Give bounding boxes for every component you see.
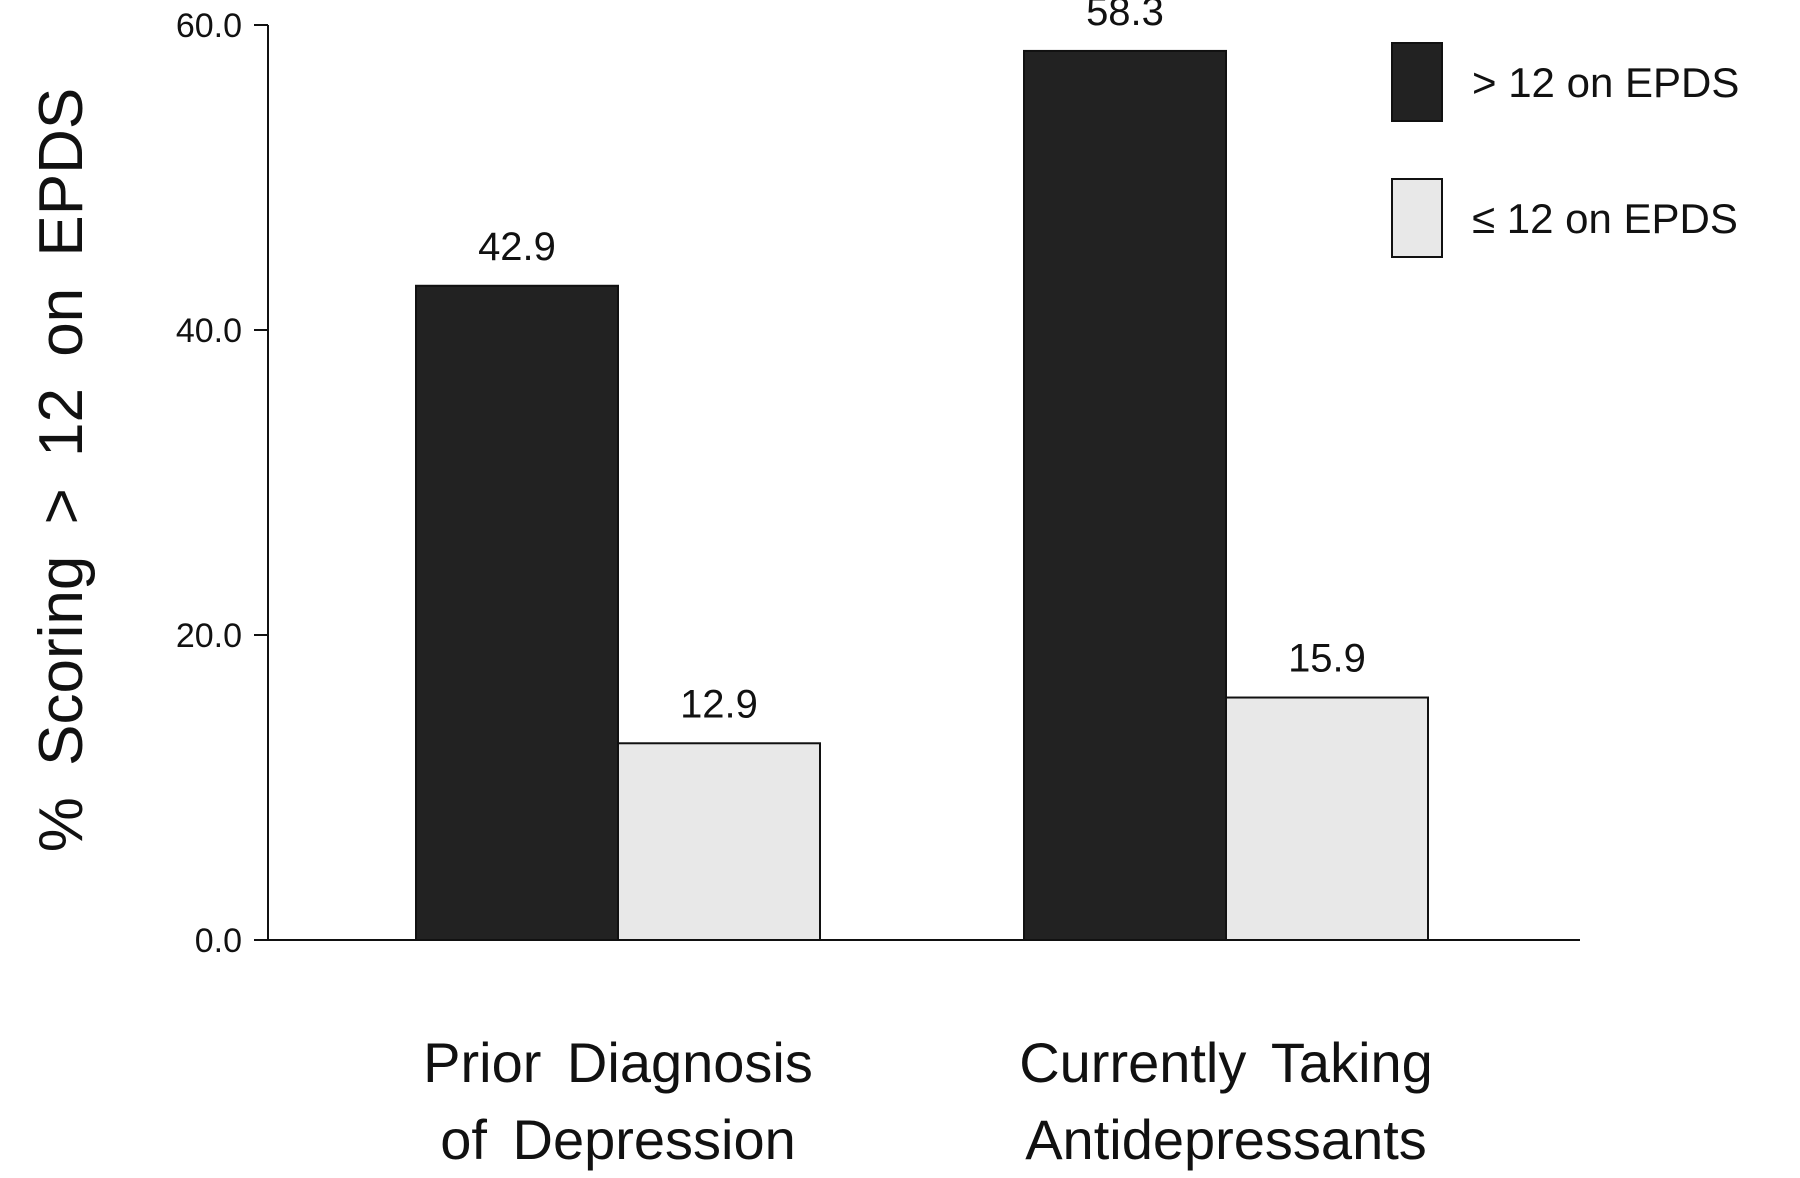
data-label: 15.9 [1288,637,1366,681]
data-label: 58.3 [1086,0,1164,34]
bars [415,49,1429,942]
y-tick-label: 20.0 [176,617,242,655]
labels: 42.9 12.9 Prior Diagnosis of Depression 58.3… [423,0,1433,1171]
x-category-label: Currently Taking [1019,1031,1433,1094]
y-tick-label: 0.0 [195,922,242,960]
legend: > 12 on EPDS ≤ 12 on EPDS [1391,42,1739,258]
bar [415,284,619,941]
x-category-label: of Depression [440,1108,796,1171]
legend-label: > 12 on EPDS [1472,59,1739,106]
legend-swatch [1391,178,1443,258]
bar [617,742,821,942]
y-axis-label: % Scoring > 12 on EPDS [27,88,96,852]
y-tick-label: 40.0 [176,312,242,350]
legend-label: ≤ 12 on EPDS [1472,195,1738,242]
data-label: 42.9 [478,225,556,269]
data-label: 12.9 [680,682,758,726]
x-category-label: Prior Diagnosis [423,1031,813,1094]
bar [1023,49,1227,942]
y-tick-label: 60.0 [176,7,242,45]
bar [1225,696,1429,942]
x-category-label: Antidepressants [1025,1108,1427,1171]
legend-swatch [1391,42,1443,122]
